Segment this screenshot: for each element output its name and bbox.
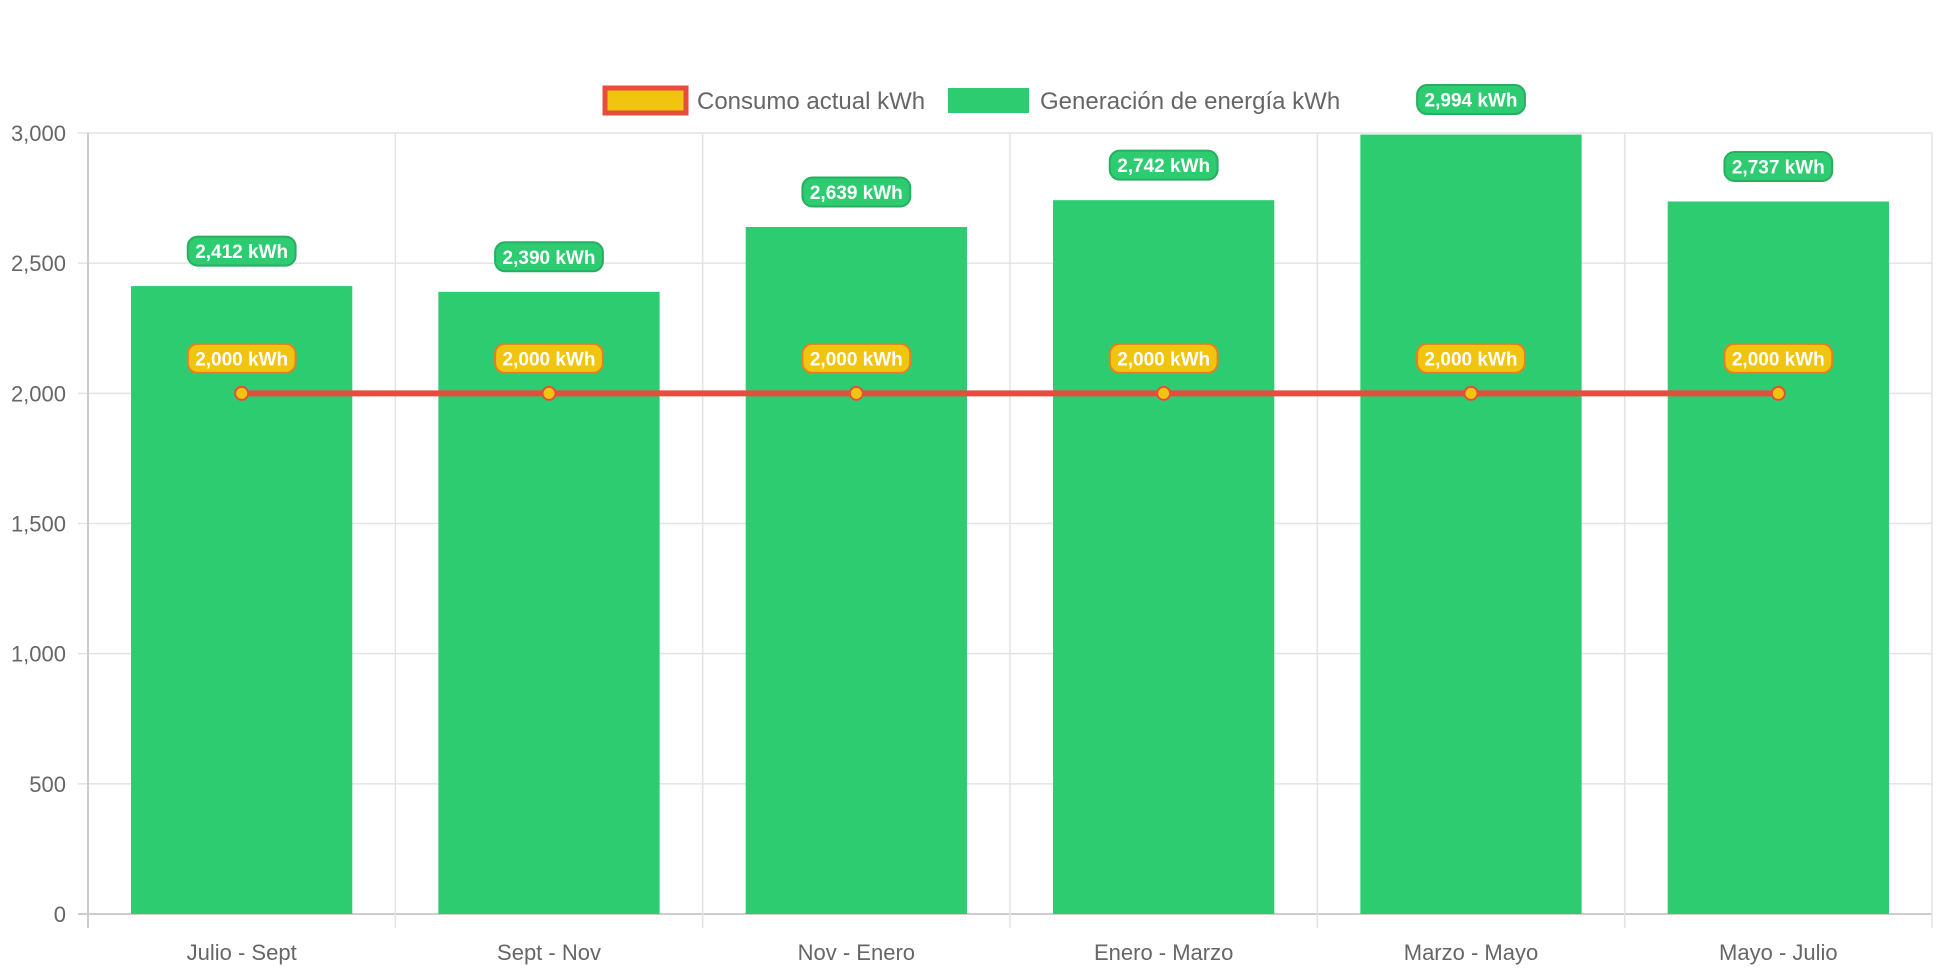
legend-label-consumo: Consumo actual kWh bbox=[697, 88, 925, 115]
y-tick-label: 500 bbox=[29, 772, 66, 797]
bar-data-label-text: 2,737 kWh bbox=[1732, 157, 1825, 178]
line-data-label: 2,000 kWh bbox=[801, 342, 912, 374]
bar-data-label-bg bbox=[494, 241, 604, 273]
x-tick-label: Nov - Enero bbox=[798, 940, 915, 965]
bar[interactable] bbox=[1053, 200, 1275, 914]
legend: Consumo actual kWh Generación de energía… bbox=[602, 85, 1340, 116]
y-tick-label: 2,500 bbox=[11, 251, 66, 276]
bar-layer bbox=[131, 134, 1889, 915]
line-data-label-text: 2,000 kWh bbox=[1117, 349, 1210, 370]
line-point[interactable] bbox=[848, 385, 864, 401]
line-data-label: 2,000 kWh bbox=[186, 342, 297, 374]
bar-data-label-text: 2,742 kWh bbox=[1117, 156, 1210, 177]
y-tick-label: 1,000 bbox=[11, 642, 66, 667]
bar-data-label: 2,639 kWh bbox=[801, 176, 912, 208]
line-point[interactable] bbox=[234, 385, 250, 401]
line-point[interactable] bbox=[541, 385, 557, 401]
x-tick-label: Sept - Nov bbox=[497, 940, 601, 965]
line-point[interactable] bbox=[1770, 385, 1786, 401]
bar-data-label-bg bbox=[1108, 149, 1219, 181]
legend-item-generacion[interactable]: Generación de energía kWh bbox=[948, 88, 1340, 115]
bar[interactable] bbox=[438, 291, 660, 914]
line-point[interactable] bbox=[1463, 385, 1479, 401]
line-data-label: 2,000 kWh bbox=[1723, 342, 1834, 374]
x-tick-label: Julio - Sept bbox=[187, 940, 297, 965]
line-data-label-text: 2,000 kWh bbox=[810, 349, 903, 370]
y-tick-label: 3,000 bbox=[11, 121, 66, 146]
line-data-label-bg bbox=[494, 342, 604, 374]
line-data-label-text: 2,000 kWh bbox=[503, 349, 596, 370]
bar-data-label-bg bbox=[801, 176, 912, 208]
bar-data-label-bg bbox=[1416, 84, 1526, 116]
line-data-label-bg bbox=[801, 342, 912, 374]
axis-layer: 0 500 1,000 1,500 2,000 2,500 3,000 Julio - Sep… bbox=[11, 121, 1838, 965]
bar-data-label-bg bbox=[186, 235, 297, 267]
x-tick-label: Enero - Marzo bbox=[1094, 940, 1233, 965]
bar[interactable] bbox=[1360, 134, 1582, 914]
label-layer: 2,412 kWh 2,390 kWh 2,639 kWh 2,742 kWh 2,99… bbox=[186, 84, 1834, 374]
bar-data-label-text: 2,412 kWh bbox=[195, 242, 288, 263]
line-data-label-bg bbox=[186, 342, 297, 374]
legend-label-generacion: Generación de energía kWh bbox=[1040, 88, 1340, 115]
grid-layer bbox=[78, 132, 1933, 928]
bar-data-label-text: 2,639 kWh bbox=[810, 183, 903, 204]
bar[interactable] bbox=[1667, 201, 1889, 915]
line-data-label-bg bbox=[1108, 342, 1219, 374]
legend-item-consumo[interactable]: Consumo actual kWh bbox=[602, 85, 925, 116]
bar-data-label: 2,412 kWh bbox=[186, 235, 297, 267]
bar-data-label: 2,994 kWh bbox=[1416, 84, 1526, 116]
bar-data-label-bg bbox=[1723, 150, 1834, 182]
line-data-label: 2,000 kWh bbox=[1108, 342, 1219, 374]
line-data-label-text: 2,000 kWh bbox=[1425, 349, 1518, 370]
y-tick-label: 0 bbox=[54, 902, 66, 927]
bar[interactable] bbox=[745, 226, 967, 914]
line-data-label-bg bbox=[1416, 342, 1526, 374]
bar-data-label-text: 2,390 kWh bbox=[503, 248, 596, 269]
line-data-label-text: 2,000 kWh bbox=[1732, 349, 1825, 370]
legend-swatch-consumo bbox=[602, 85, 689, 116]
bar-data-label: 2,390 kWh bbox=[494, 241, 604, 273]
line-data-label-text: 2,000 kWh bbox=[195, 349, 288, 370]
bar[interactable] bbox=[131, 286, 353, 914]
line-point[interactable] bbox=[1156, 385, 1172, 401]
bar-data-label: 2,742 kWh bbox=[1108, 149, 1219, 181]
x-tick-label: Marzo - Mayo bbox=[1404, 940, 1538, 965]
y-tick-label: 1,500 bbox=[11, 512, 66, 537]
bar-data-label-text: 2,994 kWh bbox=[1425, 91, 1518, 112]
line-data-label-bg bbox=[1723, 342, 1834, 374]
bar-data-label: 2,737 kWh bbox=[1723, 150, 1834, 182]
y-tick-label: 2,000 bbox=[11, 381, 66, 406]
legend-swatch-generacion bbox=[948, 88, 1029, 113]
line-layer bbox=[234, 385, 1786, 401]
line-data-label: 2,000 kWh bbox=[1416, 342, 1526, 374]
line-data-label: 2,000 kWh bbox=[494, 342, 604, 374]
x-tick-label: Mayo - Julio bbox=[1719, 940, 1838, 965]
